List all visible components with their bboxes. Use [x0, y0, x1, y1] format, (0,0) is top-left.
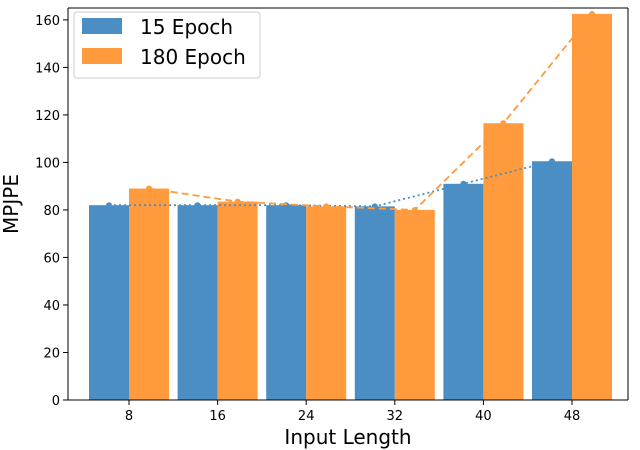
y-tick-label-140: 140	[35, 61, 60, 76]
x-ticks: 8 16 24 32 40 48	[125, 400, 580, 424]
legend: 15 Epoch 180 Epoch	[73, 11, 261, 79]
bar-15-epoch-48	[532, 161, 572, 400]
bar-180-epoch-24	[306, 206, 347, 400]
bar-180-epoch-48	[572, 13, 612, 401]
y-ticks: 0 20 40 60 80 100 120 140 160	[35, 14, 68, 409]
bar-180-epoch-40	[483, 123, 524, 400]
axes-layer	[67, 7, 629, 401]
x-tick-label-8: 8	[125, 409, 133, 424]
bar-180-epoch-16	[217, 201, 258, 400]
bars-layer	[89, 13, 612, 401]
y-tick-label-80: 80	[43, 204, 60, 219]
y-tick-label-160: 160	[35, 14, 60, 29]
y-tick-label-20: 20	[43, 346, 60, 361]
point-180-epoch-40	[500, 120, 507, 127]
point-180-epoch-24	[323, 203, 330, 210]
trend-lines-layer	[106, 10, 595, 213]
bar-15-epoch-32	[354, 206, 395, 400]
y-tick-label-100: 100	[35, 156, 60, 171]
bar-15-epoch-40	[443, 183, 484, 400]
y-tick-label-120: 120	[35, 109, 60, 124]
point-15-epoch-40	[460, 180, 467, 187]
legend-swatch-180-epoch	[82, 48, 122, 64]
x-tick-label-32: 32	[387, 409, 404, 424]
y-tick-label-40: 40	[43, 299, 60, 314]
x-tick-label-24: 24	[298, 409, 315, 424]
point-15-epoch-24	[283, 202, 290, 209]
legend-label-15-epoch: 15 Epoch	[140, 15, 233, 39]
y-tick-label-60: 60	[43, 251, 60, 266]
point-180-epoch-48	[589, 10, 595, 17]
x-tick-label-16: 16	[209, 409, 226, 424]
bar-15-epoch-16	[177, 205, 218, 400]
bar-180-epoch-8	[129, 188, 169, 400]
bar-15-epoch-24	[266, 205, 307, 400]
x-tick-label-40: 40	[475, 409, 492, 424]
point-180-epoch-8	[146, 185, 152, 192]
x-axis-label: Input Length	[284, 425, 411, 449]
point-180-epoch-16	[234, 198, 241, 205]
point-180-epoch-32	[411, 206, 418, 213]
bar-15-epoch-8	[89, 205, 129, 400]
point-15-epoch-8	[106, 202, 112, 209]
legend-swatch-15-epoch	[82, 18, 122, 34]
point-15-epoch-16	[194, 202, 201, 209]
point-15-epoch-48	[549, 158, 555, 165]
trend-line-180-epoch	[148, 13, 593, 211]
x-tick-label-48: 48	[564, 409, 581, 424]
bar-180-epoch-32	[394, 209, 435, 400]
y-axis-label: MPJPE	[0, 174, 23, 234]
y-tick-label-0: 0	[52, 394, 60, 409]
legend-label-180-epoch: 180 Epoch	[140, 45, 246, 69]
